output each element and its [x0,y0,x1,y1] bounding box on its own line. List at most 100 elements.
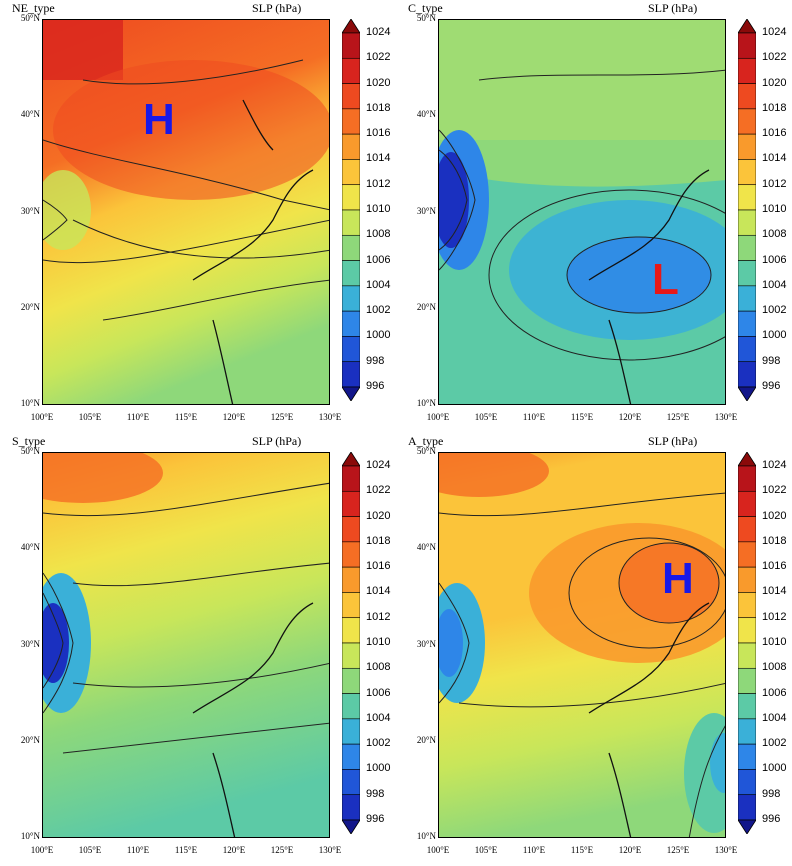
panel-title: A_type [408,434,444,448]
lat-label: 10°N [416,398,436,408]
colorbar-tick-label: 1004 [762,711,787,724]
colorbar [737,18,757,402]
colorbar-tick-label: 1022 [366,484,391,497]
lat-label: 40°N [20,109,40,119]
lon-label: 120°E [222,845,246,855]
colorbar-tick-label: 996 [366,380,385,392]
lat-label: 20°N [20,735,40,745]
colorbar-tick-label: 1002 [762,737,787,750]
colorbar-swatch [341,516,361,543]
colorbar-tick-label: 1014 [366,152,391,165]
colorbar-tick-label: 998 [366,354,385,367]
colorbar-tick-label: 1020 [366,76,391,89]
colorbar-tick-label: 1016 [366,127,391,140]
lon-label: 130°E [318,845,342,855]
lat-label: 50°N [20,446,40,456]
colorbar-swatch [341,285,361,312]
colorbar-top-arrow [737,451,757,467]
colorbar-swatch [737,718,757,745]
colorbar-swatch [737,667,757,694]
colorbar-swatch [341,693,361,720]
lat-label: 30°N [20,206,40,216]
colorbar-swatch [341,743,361,770]
colorbar-tick-label: 1002 [366,304,391,317]
colorbar-swatch [737,209,757,236]
colorbar-tick-label: 1014 [366,585,391,598]
colorbar-tick-label: 996 [366,813,385,825]
slp-map [438,452,726,838]
colorbar-swatch [341,57,361,84]
colorbar-tick-label: 1018 [762,534,787,547]
lon-label: 100°E [426,845,450,855]
lon-label: 120°E [618,845,642,855]
colorbar [341,18,361,402]
colorbar-tick-label: 1008 [762,228,787,241]
lon-label: 115°E [570,845,594,855]
colorbar [737,451,757,835]
panel-title: S_type [12,434,46,448]
colorbar-tick-label: 1004 [762,278,787,291]
lon-label: 105°E [78,845,102,855]
lon-label: 110°E [522,845,546,855]
colorbar-tick-label: 1012 [762,610,787,623]
colorbar-tick-label: 1012 [366,610,391,623]
colorbar-tick-label: 998 [366,787,385,800]
colorbar-tick-label: 1000 [762,329,787,342]
colorbar-swatch [737,159,757,186]
lat-label: 20°N [416,735,436,745]
colorbar-bottom-arrow [341,386,361,402]
colorbar-tick-label: 1010 [762,203,787,215]
colorbar-swatch [341,794,361,821]
lat-label: 10°N [20,398,40,408]
colorbar-tick-label: 1018 [762,101,787,114]
lon-label: 110°E [522,412,546,422]
colorbar-top-arrow [341,451,361,467]
colorbar-swatch [341,108,361,135]
lat-label: 50°N [416,13,436,23]
colorbar-tick-label: 1022 [762,51,787,64]
colorbar-swatch [737,133,757,160]
colorbar-swatch [737,32,757,59]
colorbar-bottom-arrow [737,819,757,835]
lat-label: 40°N [20,542,40,552]
colorbar-tick-label: 1014 [762,152,787,165]
colorbar-tick-label: 1010 [366,203,391,215]
colorbar-tick-label: 1000 [366,762,391,775]
colorbar-swatch [737,336,757,363]
lon-label: 130°E [714,845,738,855]
colorbar-swatch [737,310,757,337]
lon-label: 120°E [618,412,642,422]
colorbar-tick-label: 1006 [762,686,787,699]
slp-map [438,19,726,405]
panel-title: C_type [408,1,443,15]
colorbar-tick-label: 1010 [366,636,391,648]
colorbar-tick-label: 996 [762,813,781,825]
colorbar-swatch [341,209,361,236]
colorbar-tick-label: 1006 [762,253,787,266]
colorbar-swatch [341,617,361,644]
colorbar-swatch [341,83,361,110]
colorbar-swatch [737,541,757,568]
colorbar-tick-label: 1008 [366,228,391,241]
colorbar-tick-label: 998 [762,354,781,367]
colorbar-swatch [341,769,361,796]
lat-label: 20°N [416,302,436,312]
panel-unit-label: SLP (hPa) [648,434,698,448]
colorbar-tick-label: 1016 [762,560,787,573]
colorbar-tick-label: 1010 [762,636,787,648]
colorbar-top-arrow [737,18,757,34]
lon-label: 110°E [126,412,150,422]
lon-label: 115°E [174,412,198,422]
colorbar-tick-label: 1000 [366,329,391,342]
colorbar-tick-label: 1006 [366,253,391,266]
colorbar-top-arrow [341,18,361,34]
lon-label: 100°E [30,412,54,422]
colorbar-swatch [737,83,757,110]
lat-label: 40°N [416,542,436,552]
high-pressure-marker: H [662,554,694,603]
panel-a-type: A_type SLP (hPa) [396,433,792,866]
colorbar-swatch [341,184,361,211]
panel-s-type: S_type SLP (hPa) [0,433,396,866]
colorbar-swatch [737,108,757,135]
lon-label: 120°E [222,412,246,422]
